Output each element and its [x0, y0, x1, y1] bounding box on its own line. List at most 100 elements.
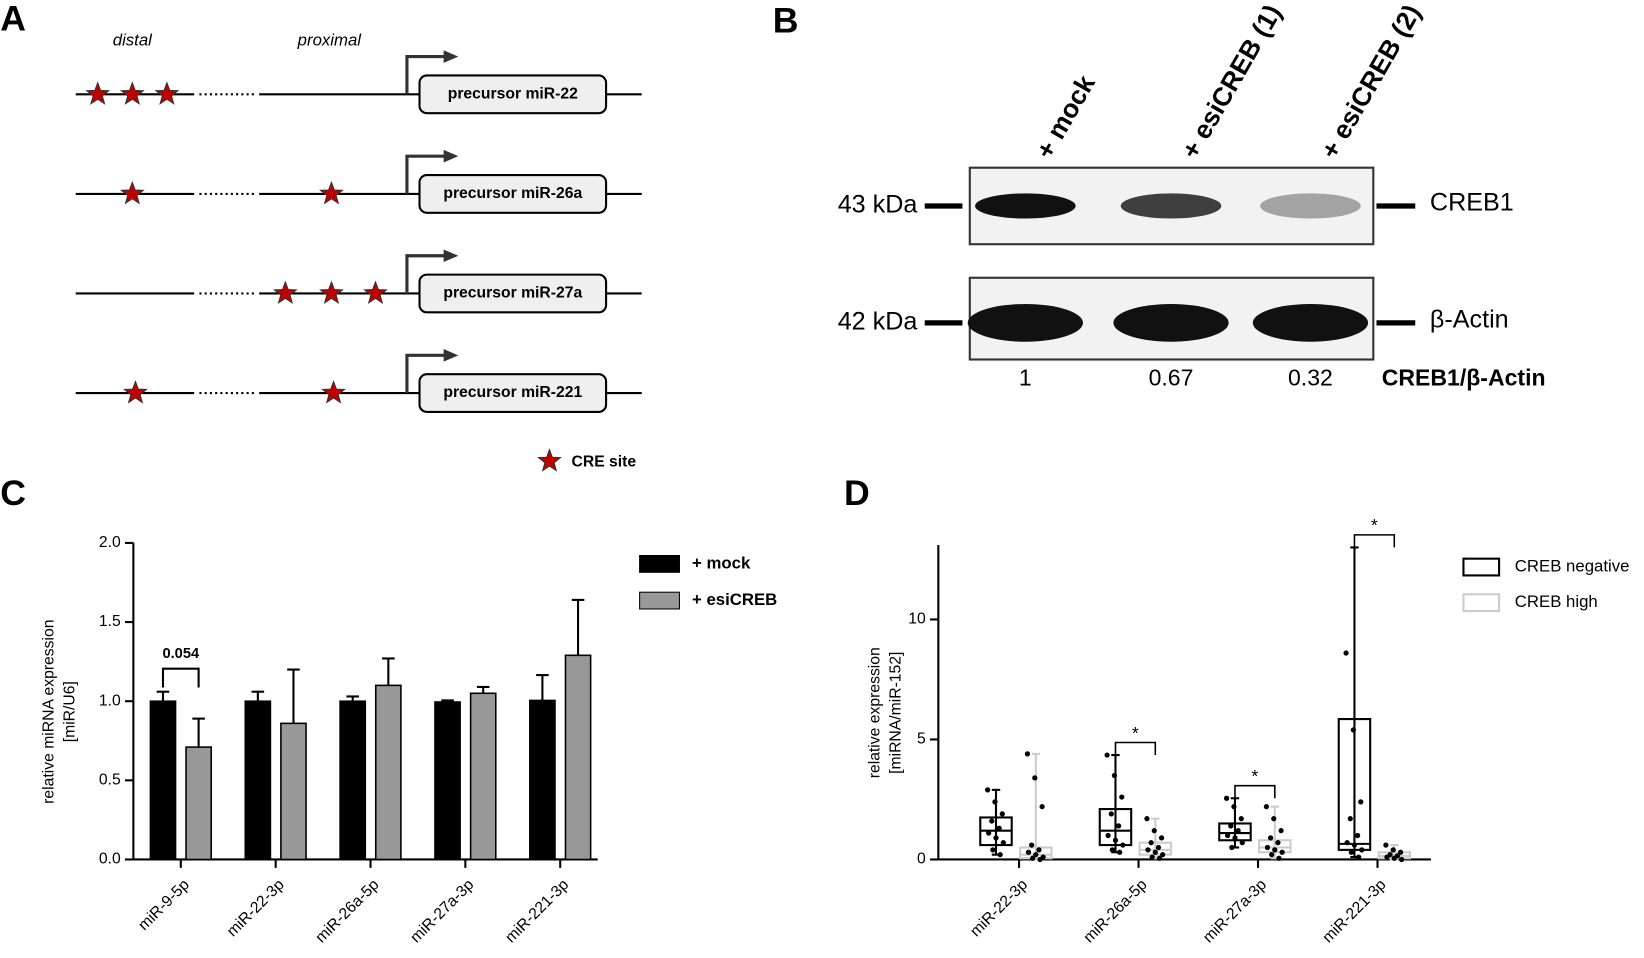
lane-label: + esiCREB (1) — [1175, 0, 1287, 164]
point — [1111, 772, 1118, 779]
point — [989, 818, 995, 824]
point — [1235, 828, 1241, 834]
bar — [280, 722, 307, 861]
point — [997, 852, 1003, 858]
annotation: * — [1251, 766, 1258, 786]
x-tick-label: miR-22-3p — [224, 876, 288, 940]
cre-star — [123, 380, 148, 404]
point — [1155, 844, 1162, 851]
cre-star — [154, 81, 180, 105]
ratio: 0.32 — [1288, 365, 1333, 391]
point — [1229, 844, 1235, 851]
point — [1225, 832, 1231, 839]
point — [1384, 854, 1390, 860]
point — [1024, 751, 1031, 757]
point — [1036, 847, 1042, 853]
proximal-label: proximal — [297, 30, 363, 49]
cre-star — [363, 280, 388, 305]
point — [1350, 727, 1357, 733]
point — [1223, 795, 1230, 801]
point — [1399, 856, 1405, 863]
ratio: 1 — [1019, 365, 1032, 391]
cre-star — [85, 81, 111, 105]
legend-swatch — [1462, 593, 1501, 613]
point — [1356, 854, 1362, 860]
ratio-label: CREB1/β-Actin — [1382, 365, 1546, 391]
point — [1239, 840, 1245, 846]
lane-label: + mock — [1029, 70, 1101, 164]
point — [1269, 852, 1275, 858]
lane-label: + esiCREB (2) — [1315, 0, 1427, 164]
x-tick-label: miR-27a-3p — [407, 876, 477, 946]
bar — [529, 699, 556, 861]
band — [1113, 303, 1229, 342]
y-tick-label: 1.0 — [99, 692, 121, 709]
point — [1271, 816, 1277, 822]
point — [1391, 855, 1397, 861]
cre-star — [119, 180, 145, 205]
point — [1109, 847, 1115, 853]
y-axis-label: relative miRNA expression — [41, 620, 58, 804]
point — [1030, 855, 1036, 861]
y-tick-label: 1.5 — [99, 613, 121, 630]
box — [1098, 808, 1133, 847]
point — [1029, 842, 1035, 848]
arrow-head — [443, 249, 459, 263]
box — [1337, 718, 1372, 851]
protein-label: β-Actin — [1430, 305, 1509, 333]
point — [1025, 849, 1032, 855]
point — [1231, 804, 1237, 810]
point — [1119, 794, 1125, 800]
bar — [374, 684, 402, 861]
point — [1232, 835, 1238, 841]
point — [1105, 832, 1111, 839]
point — [986, 830, 992, 836]
y-axis-label: [miR/U6] — [62, 681, 79, 742]
point — [1039, 804, 1045, 810]
bar — [434, 701, 461, 861]
legend-label: + esiCREB — [692, 590, 777, 609]
point — [1033, 852, 1039, 858]
point — [1032, 775, 1038, 781]
band — [1260, 193, 1361, 219]
size-label: 43 kDa — [838, 191, 918, 219]
point — [1160, 852, 1166, 858]
tss-arrow — [405, 55, 446, 95]
point — [1151, 828, 1157, 834]
legend-label: CREB negative — [1515, 556, 1630, 575]
point — [999, 811, 1005, 817]
point — [1351, 842, 1358, 848]
point — [1359, 847, 1365, 853]
arrow-head — [443, 50, 459, 63]
band — [1120, 193, 1222, 219]
x-tick-label: miR-26a-5p — [1081, 876, 1151, 946]
box — [1019, 846, 1053, 860]
point — [996, 825, 1002, 831]
band — [975, 193, 1076, 219]
cre-star — [272, 280, 298, 305]
x-tick-label: miR-27a-3p — [1200, 876, 1270, 946]
annotation: * — [1371, 515, 1378, 535]
point — [1276, 855, 1282, 861]
point — [993, 835, 999, 841]
point — [1264, 844, 1271, 851]
cre-legend: CRE site — [571, 453, 636, 470]
gene-box — [418, 273, 608, 314]
point — [1116, 823, 1122, 829]
point — [1344, 840, 1350, 846]
annotation: 0.054 — [162, 646, 200, 662]
cre-star — [119, 81, 145, 105]
y-tick-label: 2.0 — [99, 534, 121, 551]
y-tick-label: 5 — [917, 731, 926, 748]
annotation: * — [1132, 723, 1139, 743]
y-tick-label: 0.5 — [99, 771, 121, 788]
point — [1358, 799, 1364, 805]
panel-label: A — [0, 0, 26, 38]
panel-label: C — [0, 473, 26, 513]
point — [1112, 837, 1119, 843]
y-tick-label: 0.0 — [99, 851, 121, 868]
point — [1343, 650, 1349, 656]
gene-label: precursor miR-221 — [443, 384, 582, 401]
x-tick-label: miR-221-3p — [502, 876, 572, 946]
